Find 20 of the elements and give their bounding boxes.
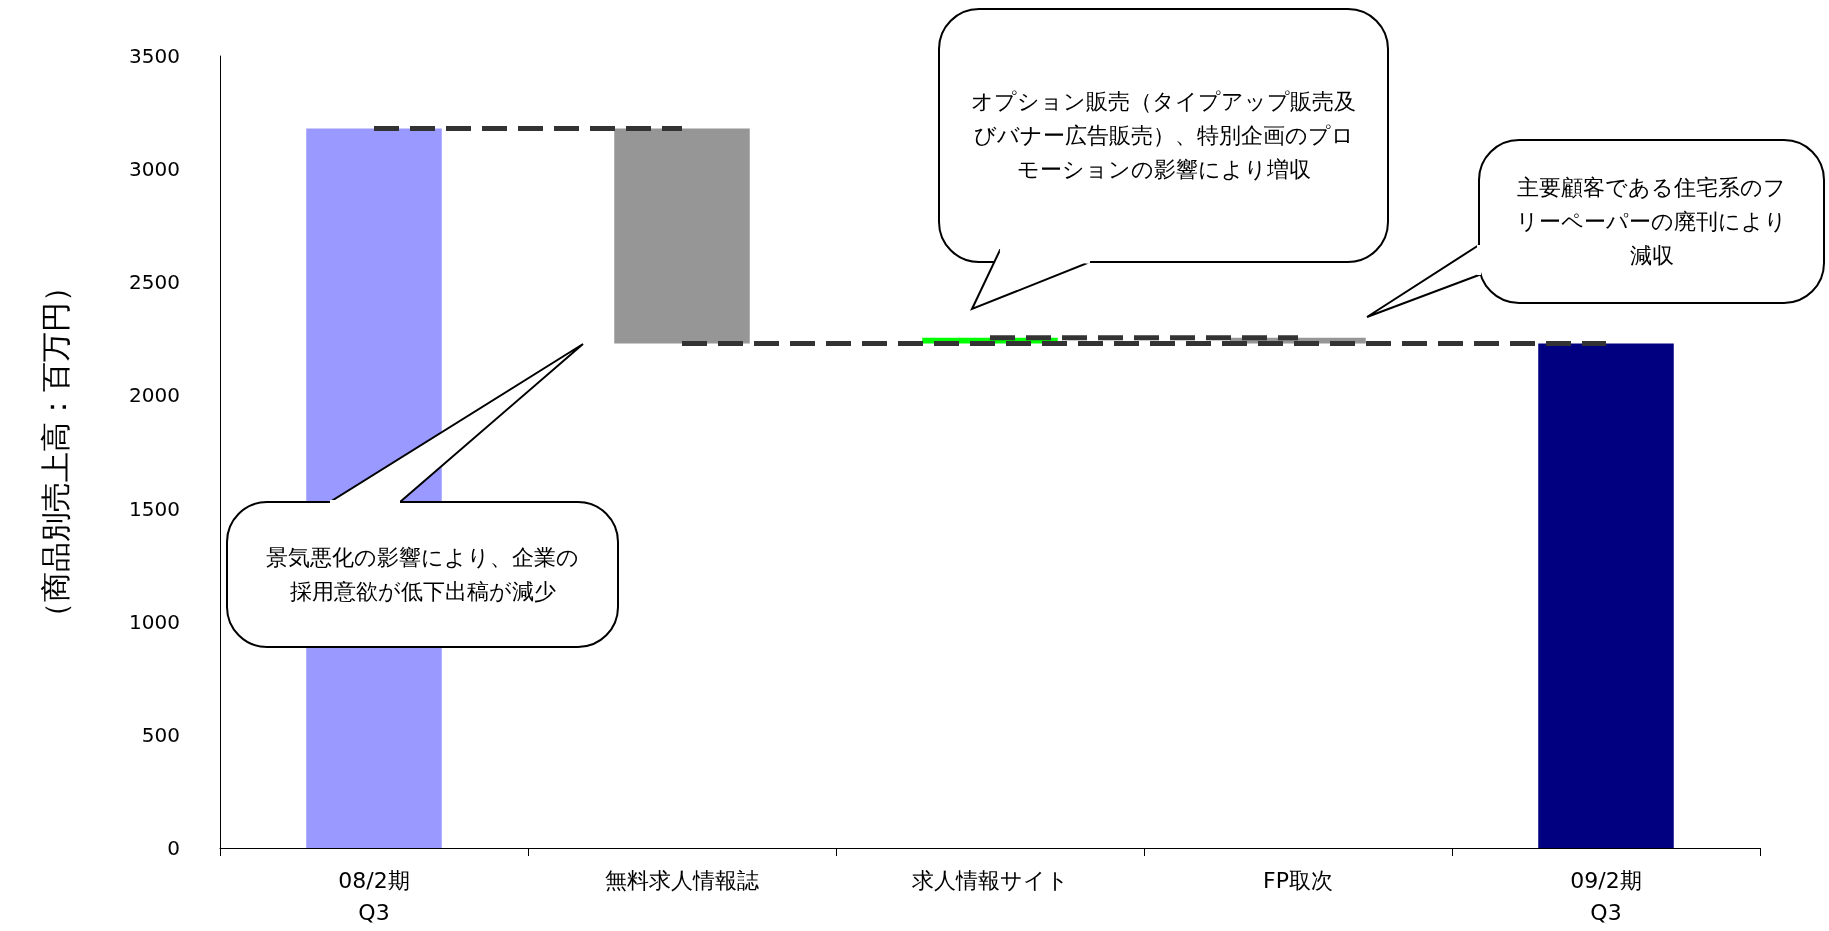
x-tick-label: FP取次 [1263,867,1333,893]
bar [1538,343,1674,848]
x-tick-label: 無料求人情報誌 [605,867,759,893]
x-tick-label: 09/2期 Q3 [1570,867,1642,925]
y-tick-label: 500 [141,722,180,747]
y-tick-label: 0 [167,836,180,860]
y-tick-label: 3500 [129,44,180,68]
y-axis-title: （商品別売上高：百万円） [37,272,73,632]
y-tick-label: 3000 [129,157,180,182]
annotation: 主要顧客である住宅系のフリーペーパーの廃刊により減収 [1515,173,1788,270]
y-tick-label: 2000 [129,383,180,408]
speech-bubble: 景気悪化の影響により、企業の採用意欲が低下出稿が減少 [225,342,620,649]
y-tick-label: 2500 [129,270,180,295]
annotation: 景気悪化の影響により、企業の採用意欲が低下出稿が減少 [265,543,580,606]
y-tick-label: 1500 [129,496,180,521]
x-tick-label: 求人情報サイト [911,867,1069,893]
bar [614,128,750,344]
y-tick-label: 1000 [129,609,180,634]
annotation: オプション販売（タイプアップ販売及びバナー広告販売）、特別企画のプロモーションの影響により増収 [970,87,1357,184]
x-tick-label: 08/2期 Q3 [338,867,410,925]
